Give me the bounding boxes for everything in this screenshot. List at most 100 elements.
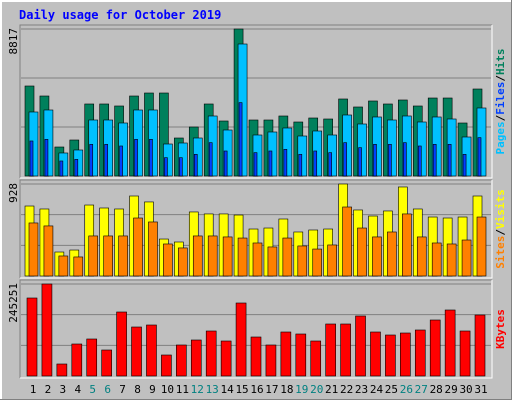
bar [235, 302, 247, 377]
legend-separator: / [494, 114, 507, 121]
x-tick-label: 8 [134, 383, 141, 396]
bar [146, 324, 157, 377]
x-tick-label: 18 [280, 383, 293, 396]
bar [431, 116, 442, 177]
bar [312, 248, 323, 277]
x-tick-label: 28 [430, 383, 443, 396]
x-tick-label: 20 [310, 383, 323, 396]
bar [297, 245, 308, 277]
bar [385, 334, 396, 377]
bar [446, 243, 457, 277]
bar [103, 119, 113, 177]
bar [461, 136, 472, 177]
x-tick-label: 30 [459, 383, 472, 396]
panel-shadow [19, 179, 492, 278]
bar [280, 331, 292, 377]
bar [148, 221, 158, 277]
bar [265, 344, 277, 377]
bar [205, 330, 217, 377]
bar [325, 323, 336, 377]
bar [416, 236, 427, 277]
panel-shadow [19, 279, 492, 378]
bar [237, 43, 248, 177]
bar [400, 332, 411, 377]
bar [222, 129, 233, 177]
bar [131, 326, 142, 377]
bar [88, 235, 99, 277]
bar [310, 340, 322, 377]
bar [119, 145, 123, 177]
bar [101, 349, 112, 377]
bar [252, 134, 263, 177]
legend: Sites/Visits [494, 189, 507, 269]
bar [178, 247, 188, 277]
bar [133, 109, 143, 177]
legend: Pages/Files/Hits [494, 49, 507, 155]
bar [149, 139, 153, 177]
x-tick-label: 23 [355, 383, 368, 396]
bar [253, 152, 258, 177]
bar [312, 130, 323, 177]
bar [28, 222, 39, 277]
panel-light [20, 25, 493, 179]
panel-light [20, 280, 493, 379]
bar [328, 152, 332, 177]
bar [118, 122, 128, 177]
legend-entry: Visits [494, 189, 507, 229]
bar [340, 323, 351, 377]
bar [193, 154, 198, 177]
bar [459, 330, 471, 377]
bar [73, 149, 84, 177]
bar [161, 354, 172, 377]
bar [282, 127, 293, 177]
bar [327, 134, 337, 177]
bar [118, 235, 128, 277]
bar [403, 142, 407, 177]
y-tick-label: 8817 [7, 28, 20, 55]
bar [267, 131, 278, 177]
bar [148, 109, 158, 177]
bar [134, 139, 138, 177]
bar [416, 121, 427, 177]
x-tick-label: 22 [340, 383, 353, 396]
bar [220, 340, 232, 377]
bar [88, 119, 99, 177]
legend: KBytes [494, 309, 507, 349]
chart-title: Daily usage for October 2019 [19, 8, 221, 22]
bar [461, 239, 472, 277]
bar [250, 336, 262, 377]
bar [446, 118, 457, 177]
bar [179, 157, 183, 177]
bar [29, 140, 34, 177]
bar [58, 152, 69, 177]
bar [477, 137, 482, 177]
legend-entry: Sites [494, 236, 507, 269]
bar [192, 235, 203, 277]
bar [297, 135, 308, 177]
bar [238, 102, 243, 177]
bar [267, 246, 278, 277]
bar [370, 331, 381, 377]
bar [208, 142, 213, 177]
bar [89, 144, 94, 177]
x-tick-label: 13 [206, 383, 219, 396]
bar [462, 154, 467, 177]
bar [313, 150, 318, 177]
bar [133, 217, 143, 277]
x-tick-label: 6 [104, 383, 111, 396]
bar [358, 147, 362, 177]
bar [387, 119, 397, 177]
bar [283, 149, 288, 177]
bar [429, 319, 441, 377]
panel-light [20, 180, 493, 279]
bar [327, 244, 337, 277]
x-tick-label: 31 [474, 383, 487, 396]
bar [237, 237, 248, 277]
x-tick-label: 11 [176, 383, 189, 396]
bar [476, 216, 487, 277]
legend-entry: KBytes [494, 309, 507, 349]
bar [44, 139, 49, 177]
legend-entry: Hits [494, 49, 507, 76]
panel-shadow [19, 24, 492, 178]
